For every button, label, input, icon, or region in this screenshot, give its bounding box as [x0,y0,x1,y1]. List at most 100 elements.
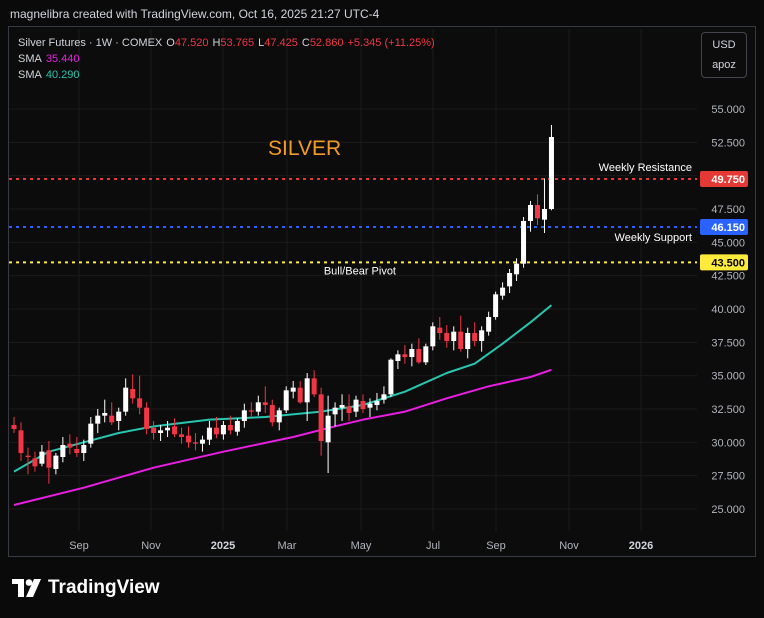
candle-body [95,415,101,424]
sma-row-1[interactable]: SMA 35.440 [18,51,443,67]
high-label: H [212,37,221,49]
candle-body [213,427,219,435]
candle-body [137,398,143,408]
level-name: Bull/Bear Pivot [324,265,396,277]
candle-body [206,427,212,440]
candle-body [46,450,52,468]
candle-body [199,439,205,444]
candle-body [248,410,254,412]
candle-body [388,359,394,395]
candle-body [158,430,164,433]
y-tick-label: 55.000 [711,104,745,116]
price-tag [700,171,748,187]
candle-body [472,333,478,341]
y-tick-label: 30.000 [711,437,745,449]
currency-selector[interactable]: USD apoz [701,32,747,78]
change-value: +5.345 (+11.25%) [347,37,435,49]
close-label: C [301,37,310,49]
candle-body [192,442,198,444]
symbol-row[interactable]: Silver Futures · 1W · COMEX O47.520 H53.76… [18,35,443,51]
open-value: 47.520 [174,37,209,49]
tradingview-logo[interactable]: TradingView [12,577,160,599]
sma2-label: SMA [18,69,42,81]
chart-title: SILVER [268,137,341,160]
chart-legend: Silver Futures · 1W · COMEX O47.520 H53.76… [18,35,443,83]
candle-body [548,137,554,209]
candle-body [11,425,17,429]
y-tick-label: 42.500 [711,271,745,283]
tradingview-logo-icon [12,579,41,597]
low-label: L [258,37,265,49]
level-name: Weekly Support [615,232,692,244]
candle-body [507,273,513,287]
x-tick-label: Mar [278,540,297,552]
candle-body [381,394,387,400]
y-tick-label: 40.000 [711,304,745,316]
candle-body [123,387,129,412]
candle-body [430,326,436,347]
candle-body [165,427,171,431]
chart-caption: magnelibra created with TradingView.com,… [10,7,380,21]
candle-body [151,427,157,433]
candle-body [290,387,296,392]
candle-body [325,415,331,443]
candle-body [269,405,275,423]
candle-body [528,205,534,221]
sma1-value: 35.440 [45,53,80,65]
candle-body [53,455,59,469]
candle-body [451,331,457,341]
candle-body [262,402,268,405]
price-tag [700,254,748,271]
candle-body [402,354,408,357]
sma-line [13,304,553,473]
y-tick-label: 32.500 [711,404,745,416]
candle-body [283,390,289,411]
candle-body [493,294,499,317]
x-tick-label: Sep [69,540,89,552]
x-tick-label: 2026 [629,540,653,552]
scale-mode: apoz [712,59,736,71]
candle-body [423,346,429,363]
candle-body [367,403,373,408]
candle-body [465,333,471,349]
candle-body [234,421,240,432]
sma-line [13,368,552,506]
candle-body [179,434,185,437]
level-name: Weekly Resistance [599,162,692,174]
y-tick-label: 35.000 [711,371,745,383]
candle-body [479,330,485,341]
candle-body [116,411,122,421]
candle-body [32,458,38,467]
sma-row-2[interactable]: SMA 40.290 [18,67,443,83]
y-tick-label: 27.500 [711,471,745,483]
candle-body [255,402,261,412]
candle-body [311,378,317,395]
currency-code: USD [712,39,736,51]
candle-body [360,401,366,409]
brand-name: TradingView [48,577,160,598]
y-tick-label: 25.000 [711,504,745,516]
candle-body [444,333,450,341]
x-tick-label: 2025 [211,540,235,552]
candle-body [220,425,226,435]
candle-body [318,394,324,441]
candle-body [332,407,338,415]
low-value: 47.425 [264,37,298,49]
x-tick-label: Nov [141,540,161,552]
candle-body [102,413,108,416]
candle-body [60,445,66,457]
candle-body [172,426,178,435]
close-value: 52.860 [309,37,344,49]
x-tick-label: Nov [559,540,579,552]
price-tag-label: 46.150 [711,222,745,234]
y-tick-label: 45.000 [711,237,745,249]
x-tick-label: Sep [486,540,506,552]
candle-body [500,287,506,296]
sma2-value: 40.290 [45,69,80,81]
candle-body [241,410,247,421]
y-tick-label: 52.500 [711,137,745,149]
high-value: 53.765 [220,37,255,49]
sma1-label: SMA [18,53,42,65]
candle-body [25,455,31,457]
